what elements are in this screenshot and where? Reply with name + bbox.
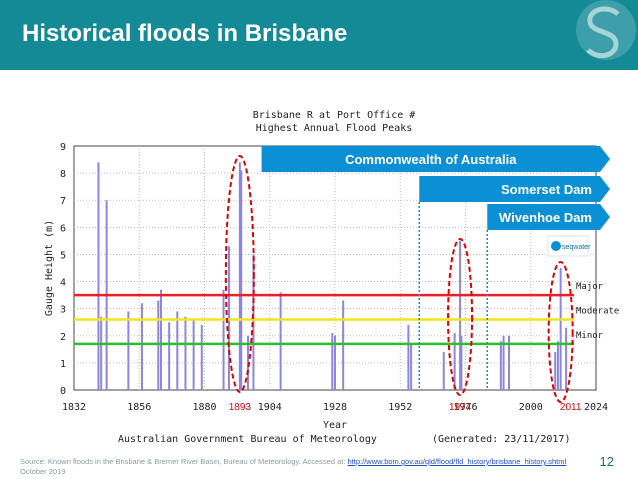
x-tick-label: 1904 — [258, 402, 282, 413]
x-axis-label: Year — [323, 420, 347, 431]
source-prefix: Source: Known floods in the Brisbane & B… — [20, 457, 348, 466]
x-tick-label: 1880 — [192, 402, 216, 413]
y-tick-label: 5 — [60, 250, 66, 261]
slide-header: Historical floods in Brisbane — [0, 0, 638, 70]
y-tick-label: 2 — [60, 332, 66, 343]
source-note: Source: Known floods in the Brisbane & B… — [20, 457, 610, 477]
threshold-label-major: Major — [576, 282, 604, 292]
threshold-label-minor: Minor — [576, 331, 604, 341]
chart-title: Brisbane R at Port Office # — [253, 110, 416, 121]
seqwater-logo-icon — [576, 0, 636, 60]
page-number: 12 — [599, 454, 614, 469]
y-tick-label: 8 — [60, 169, 66, 180]
highlight-ellipse — [224, 155, 255, 393]
x-tick-label: 1832 — [62, 402, 86, 413]
highlight-year-label: 1974 — [449, 402, 472, 413]
source-link[interactable]: http://www.bom.gov.au/qld/flood/fld_hist… — [347, 457, 567, 466]
seqwater-badge-icon — [551, 241, 561, 251]
slide-title: Historical floods in Brisbane — [22, 20, 348, 47]
banner-arrow — [487, 204, 610, 230]
banner-label: Somerset Dam — [501, 182, 592, 197]
banner-label: Commonwealth of Australia — [345, 152, 517, 167]
chart-generated: (Generated: 23/11/2017) — [432, 434, 570, 445]
banner-label: Wivenhoe Dam — [499, 210, 592, 225]
highlight-year-label: 2011 — [560, 402, 582, 413]
x-tick-label: 1928 — [323, 402, 347, 413]
y-tick-label: 3 — [60, 305, 66, 316]
y-tick-label: 9 — [60, 142, 66, 153]
y-tick-label: 7 — [60, 196, 66, 207]
threshold-label-moderate: Moderate — [576, 307, 619, 317]
y-axis-label: Gauge Height (m) — [44, 220, 55, 316]
highlight-ellipse — [547, 261, 574, 403]
y-tick-label: 1 — [60, 359, 66, 370]
highlight-ellipse — [447, 238, 474, 396]
chart-credit: Australian Government Bureau of Meteorol… — [118, 434, 377, 445]
x-tick-label: 1856 — [127, 402, 151, 413]
seqwater-badge-text: seqwater — [562, 244, 591, 251]
highlight-year-label: 1893 — [229, 402, 252, 413]
banner-arrow — [261, 146, 610, 172]
chart-subtitle: Highest Annual Flood Peaks — [256, 123, 413, 134]
x-tick-label: 1952 — [388, 402, 412, 413]
banner-arrow — [419, 176, 610, 202]
x-tick-label: 2024 — [584, 402, 608, 413]
seqwater-badge — [547, 235, 589, 257]
y-tick-label: 6 — [60, 223, 66, 234]
y-tick-label: 4 — [60, 278, 66, 289]
x-tick-label: 2000 — [519, 402, 543, 413]
y-tick-label: 0 — [60, 386, 66, 397]
source-date: October 2019 — [20, 467, 66, 476]
x-tick-label: 1976 — [453, 402, 477, 413]
